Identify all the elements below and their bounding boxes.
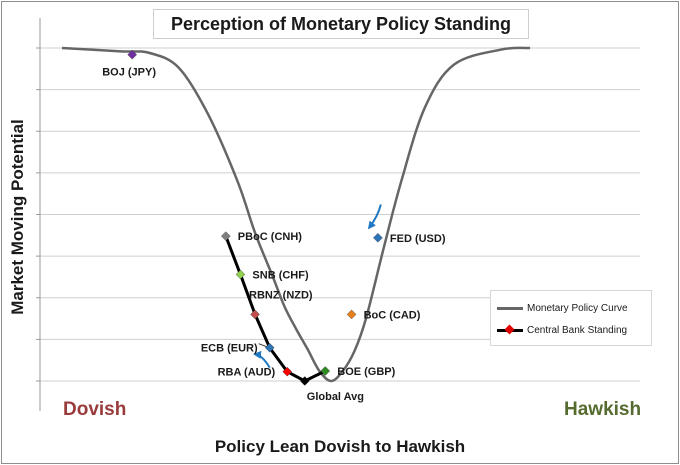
point-boe-gbp (320, 366, 331, 376)
label-boj-jpy: BOJ (JPY) (102, 67, 156, 79)
movement-arrow (253, 350, 271, 369)
legend: Monetary Policy Curve Central Bank Stand… (490, 290, 652, 346)
point-rbnz-nzd (250, 309, 260, 320)
movement-arrows (253, 204, 382, 369)
legend-item-curve: Monetary Policy Curve (497, 301, 628, 315)
legend-swatch-standing (497, 323, 523, 337)
x-axis-label: Policy Lean Dovish to Hawkish (214, 437, 466, 456)
standing-line (224, 235, 326, 383)
point-rba-aud (282, 366, 293, 377)
legend-swatch-curve (497, 301, 523, 315)
label-rba-aud: RBA (AUD) (218, 367, 276, 379)
label-rbnz-nzd: RBNZ (NZD) (249, 289, 313, 301)
label-ecb-eur: ECB (EUR) (201, 343, 258, 355)
legend-item-standing: Central Bank Standing (497, 323, 627, 337)
chart-title: Perception of Monetary Policy Standing (153, 9, 529, 39)
policy-curve (61, 46, 531, 383)
hawkish-label: Hawkish (564, 399, 642, 420)
movement-arrow (367, 204, 382, 230)
gridlines (36, 18, 640, 411)
label-global-avg: Global Avg (307, 391, 364, 403)
point-pboc-cnh (221, 231, 231, 241)
label-boe-gbp: BOE (GBP) (337, 366, 395, 378)
legend-label-curve: Monetary Policy Curve (527, 302, 628, 314)
label-snb-chf: SNB (CHF) (252, 269, 309, 281)
chart-title-text: Perception of Monetary Policy Standing (170, 13, 512, 34)
monetary-policy-curve (61, 46, 531, 383)
point-labels: BOJ (JPY) PBoC (CNH) SNB (CHF) RBNZ (NZD) EC… (102, 67, 446, 403)
point-snb-chf (235, 269, 246, 280)
dovish-label: Dovish (63, 399, 127, 420)
central-bank-points (127, 49, 383, 386)
point-boc-cad (346, 309, 357, 320)
label-boc-cad: BoC (CAD) (364, 309, 421, 321)
central-bank-standing-line (224, 235, 326, 383)
y-axis-label-text: Market Moving Potential (8, 119, 27, 315)
label-pboc-cnh: PBoC (CNH) (238, 231, 302, 243)
label-fed-usd: FED (USD) (390, 233, 446, 245)
legend-label-standing: Central Bank Standing (527, 324, 628, 336)
point-boj-jpy (127, 49, 137, 60)
point-fed-usd (373, 233, 383, 243)
point-global-avg (299, 376, 310, 386)
leader-line (258, 343, 267, 348)
